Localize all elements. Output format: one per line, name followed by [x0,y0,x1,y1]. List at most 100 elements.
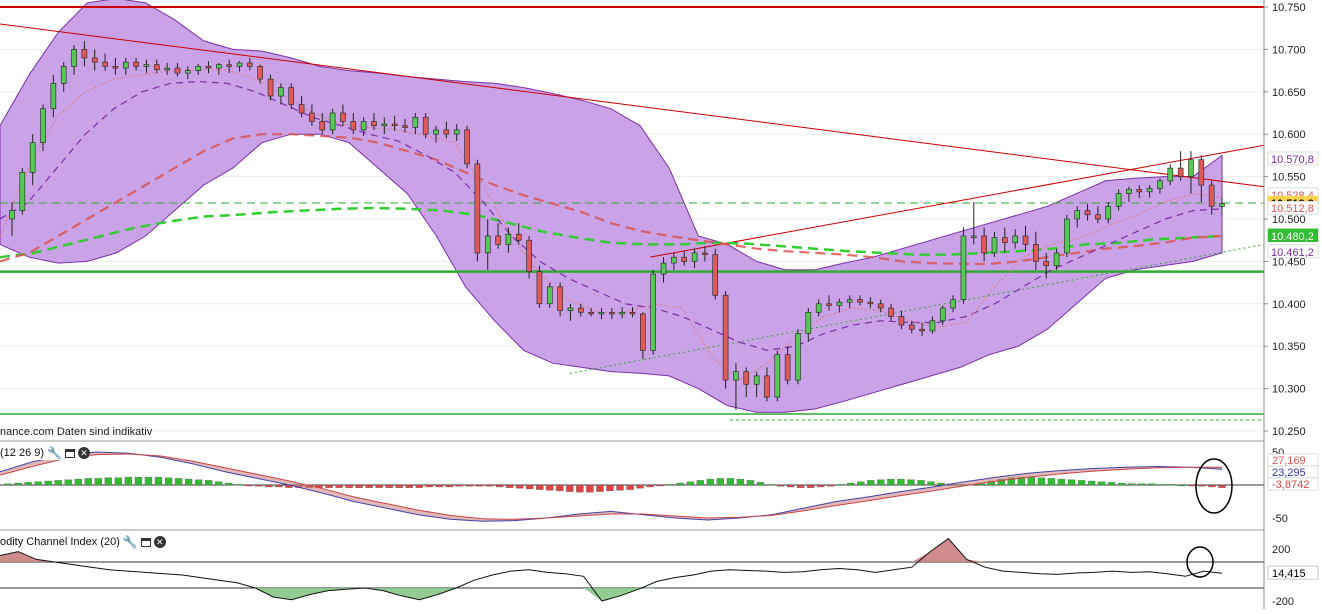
macd-histogram-bar [1067,479,1076,486]
macd-tag-label: 23,295 [1272,467,1306,479]
macd-histogram-bar [124,476,133,486]
candle [50,83,57,110]
candle [702,252,708,255]
macd-histogram-bar [1208,484,1216,488]
candle [1084,210,1091,216]
macd-tag [1267,477,1319,491]
candle [412,116,419,128]
candle [102,61,108,67]
candle [464,129,470,165]
candle [578,307,584,313]
price-tick-label: 10.400 [1272,299,1306,311]
candle [908,324,915,330]
close-icon[interactable]: ✕ [153,536,166,548]
macd-histogram-bar [776,484,785,487]
candle [29,142,36,173]
macd-histogram-bar [847,482,855,486]
candle [660,262,667,275]
candle [888,307,894,317]
wrench-icon[interactable]: 🔧 [47,446,62,460]
macd-histogram-bar [415,484,424,488]
macd-histogram-bar [335,484,343,488]
price-tag [1267,151,1319,166]
candle [60,66,67,84]
macd-line [0,451,1223,522]
candle [795,333,801,381]
price-tick-label: 10.600 [1272,129,1306,141]
price-tick-label: 10.700 [1272,44,1306,56]
macd-histogram-bar [1118,482,1126,486]
macd-histogram-bar [516,484,524,489]
macd-histogram-bar [786,484,795,488]
macd-histogram-bar [74,478,82,486]
macd-histogram-bar [646,484,654,488]
macd-histogram-bar [225,482,233,486]
moving-average-100 [0,133,1223,265]
macd-histogram-bar [104,477,112,486]
candle [960,235,967,300]
candle [122,61,129,69]
price-tick-label: 10.500 [1272,214,1306,226]
cci-tag [1267,565,1319,580]
macd-histogram-bar [897,478,905,486]
candle [1095,214,1101,220]
macd-histogram-bar [756,482,765,486]
macd-histogram-bar [445,484,454,488]
macd-histogram-bar [1097,481,1106,486]
window-icon[interactable] [140,537,151,547]
candle [226,64,232,67]
macd-histogram-bar [235,484,243,486]
candle [133,61,139,67]
wrench-icon[interactable]: 🔧 [122,535,138,549]
macd-histogram-bar [1047,478,1056,486]
macd-histogram-bar [455,484,464,487]
macd-histogram-bar [1188,484,1196,487]
macd-histogram-bar [827,484,835,487]
price-tag-label: 10.512,8 [1271,203,1314,215]
candle [453,129,460,135]
candle [546,286,553,305]
candle [815,303,822,313]
candle [1074,210,1081,220]
candle [360,121,367,131]
downtrend-line [0,23,1265,188]
price-tag [1267,244,1319,259]
macd-histogram-bar [355,484,363,488]
candle [371,121,377,127]
macd-histogram-bar [907,479,915,486]
close-icon[interactable]: ✕ [77,447,90,459]
macd-pane[interactable] [0,451,1264,522]
candle [329,112,336,131]
candle [691,252,698,262]
macd-histogram-bar [245,484,253,487]
candle [981,235,987,254]
candle [722,295,729,381]
candle [71,49,77,67]
macd-histogram-bar [1198,484,1206,487]
macd-histogram-bar [14,482,22,486]
macd-histogram-bar [325,484,333,488]
candle [288,87,295,105]
macd-histogram-bar [134,476,143,486]
macd-tick-label: -50 [1272,513,1288,525]
price-tick-label: 10.550 [1272,172,1306,184]
cci-pane[interactable] [0,537,1264,602]
macd-histogram-bar [766,484,775,486]
window-icon[interactable] [64,448,75,458]
candle [671,256,677,264]
candle [609,311,615,315]
candle [1126,189,1132,194]
candle [381,123,388,127]
macd-histogram-bar [746,480,755,486]
candle [164,67,170,71]
macd-histogram-bar [84,478,92,486]
macd-label: (12 26 9) [0,447,45,459]
candle [9,210,15,220]
macd-histogram-bar [576,484,584,493]
candle [764,375,770,398]
candle [391,123,398,127]
price-tick-label: 10.300 [1272,384,1306,396]
macd-histogram-bar [506,484,514,488]
